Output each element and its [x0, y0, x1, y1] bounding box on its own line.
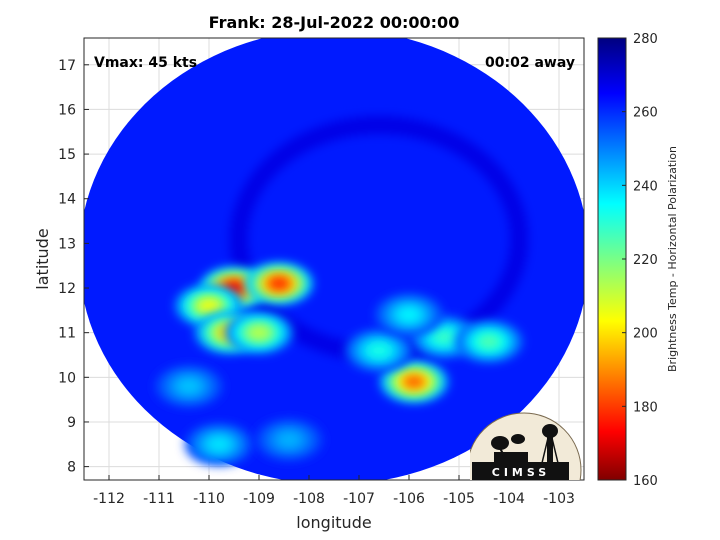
feature-layer — [402, 374, 426, 389]
cold-cloud-feature — [375, 293, 443, 336]
water-tower-icon — [542, 424, 558, 438]
x-tick-label: -111 — [143, 491, 175, 507]
axes-box — [83, 37, 585, 481]
cold-cloud-feature — [185, 423, 253, 466]
y-tick-label: 17 — [58, 58, 76, 74]
colorbar-tick-label: 240 — [633, 179, 658, 194]
colorbar — [597, 37, 627, 481]
y-tick-label: 13 — [58, 236, 76, 252]
chart-title: Frank: 28-Jul-2022 00:00:00 — [209, 13, 460, 32]
colorbar-tick-label: 220 — [633, 253, 658, 268]
x-tick-label: -108 — [293, 491, 325, 507]
y-tick-label: 10 — [58, 370, 76, 386]
cold-cloud-feature — [155, 365, 223, 408]
y-tick-label: 15 — [58, 147, 76, 163]
logo-text: CIMSS — [492, 466, 550, 479]
y-tick-label: 14 — [58, 192, 76, 208]
x-tick-label: -109 — [243, 491, 275, 507]
feature-layer — [397, 307, 421, 322]
x-axis: -112 -111 -110 -109 -108 -107 -106 -105 -104 -103 — [93, 475, 575, 507]
x-axis-label: longitude — [296, 513, 371, 532]
y-axis: 8 9 10 11 12 13 14 15 16 17 — [58, 58, 89, 476]
feature-layer — [367, 343, 391, 358]
feature-layer — [197, 298, 221, 314]
colorbar-tick-label: 260 — [633, 106, 658, 121]
feature-layer — [277, 432, 301, 447]
x-tick-label: -104 — [493, 491, 525, 507]
x-tick-label: -106 — [393, 491, 425, 507]
colorbar-tick-label: 280 — [633, 32, 658, 47]
cold-cloud-feature — [255, 418, 323, 461]
feature-layer — [477, 334, 501, 349]
y-tick-label: 9 — [67, 415, 76, 431]
x-tick-label: -103 — [543, 491, 575, 507]
cold-cloud-feature — [345, 329, 413, 372]
feature-layer — [432, 329, 456, 345]
cold-cloud-feature — [380, 360, 448, 403]
cimss-logo: CIMSS — [470, 412, 582, 480]
time-away-annotation: 00:02 away — [485, 55, 575, 71]
y-tick-label: 8 — [67, 460, 76, 476]
feature-layer — [177, 379, 201, 394]
cold-cloud-feature — [245, 262, 313, 305]
feature-layer — [247, 325, 271, 340]
vmax-annotation: Vmax: 45 kts — [94, 55, 197, 71]
y-tick-label: 12 — [58, 281, 76, 297]
brightness-temp-field — [84, 38, 584, 480]
x-tick-label: -110 — [193, 491, 225, 507]
colorbar-tick-label: 160 — [633, 474, 658, 489]
colorbar-tick-label: 180 — [633, 400, 658, 415]
feature-layer — [267, 276, 291, 291]
colorbar-ticks: 160 180 200 220 240 260 280 — [622, 32, 658, 489]
y-tick-label: 16 — [58, 102, 76, 118]
feature-layer — [207, 437, 231, 452]
satellite-dish-icon — [491, 436, 509, 450]
x-tick-label: -112 — [93, 491, 125, 507]
y-axis-label: latitude — [33, 228, 52, 289]
colorbar-label: Brightness Temp - Horizontal Polarizatio… — [666, 146, 679, 372]
x-tick-label: -105 — [443, 491, 475, 507]
x-tick-label: -107 — [343, 491, 375, 507]
colorbar-tick-label: 200 — [633, 327, 658, 342]
cold-cloud-feature — [225, 311, 293, 354]
y-tick-label: 11 — [58, 326, 76, 342]
cold-cloud-feature — [455, 320, 523, 363]
